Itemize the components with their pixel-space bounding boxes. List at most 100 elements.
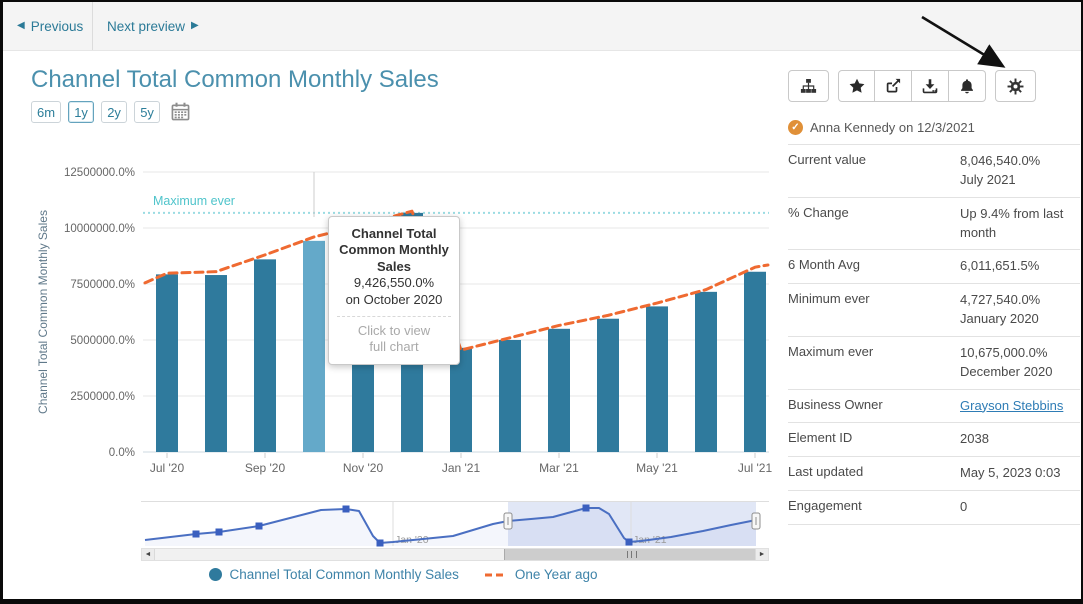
detail-value: 0 <box>960 498 1080 517</box>
detail-label: Business Owner <box>788 396 883 412</box>
navigator-marker <box>255 522 263 530</box>
lineage-button[interactable] <box>788 70 829 102</box>
range-button-5y[interactable]: 5y <box>134 101 161 123</box>
maximum-ever-label: Maximum ever <box>153 194 235 208</box>
bar-May 2021[interactable] <box>646 306 668 452</box>
detail-value-subtext: December 2020 <box>960 363 1053 379</box>
detail-row: Element ID 2038 <box>788 422 1080 456</box>
x-axis-tick-label: May '21 <box>636 461 678 475</box>
legend-label-sales: Channel Total Common Monthly Sales <box>229 567 459 582</box>
detail-row: Business Owner Grayson Stebbins <box>788 388 1080 423</box>
detail-label: Maximum ever <box>788 343 874 359</box>
previous-button[interactable]: ◀ Previous <box>3 2 97 50</box>
scrollbar-left-arrow[interactable]: ◄ <box>142 549 155 560</box>
x-axis-tick-label: Nov '20 <box>343 461 384 475</box>
navigator-chart[interactable]: Jan '20 Jan '21 <box>141 500 769 548</box>
detail-label: Last updated <box>788 464 864 480</box>
page-title: Channel Total Common Monthly Sales <box>31 66 439 93</box>
one-year-ago-line <box>143 209 770 352</box>
scrollbar-thumb[interactable] <box>504 549 757 560</box>
detail-label: % Change <box>788 204 849 220</box>
detail-value: 10,675,000.0% December 2020 <box>960 344 1080 382</box>
y-axis-tick-label: 2500000.0% <box>70 391 135 403</box>
range-button-6m[interactable]: 6m <box>31 101 62 123</box>
detail-value-text: 10,675,000.0% <box>960 344 1048 360</box>
detail-value: 2038 <box>960 430 1080 449</box>
navigator-marker <box>376 539 384 547</box>
sidebar: ✓ Anna Kennedy on 12/3/2021 Current valu… <box>788 70 1080 525</box>
bar-Nov 2020[interactable] <box>352 345 374 452</box>
bar-Jun 2021[interactable] <box>695 291 717 452</box>
download-icon <box>922 79 938 94</box>
range-button-2y[interactable]: 2y <box>101 101 128 123</box>
calendar-button[interactable] <box>171 102 190 122</box>
detail-label: Element ID <box>788 430 853 446</box>
bar-Feb 2021[interactable] <box>499 340 521 452</box>
detail-value: 4,727,540.0% January 2020 <box>960 291 1080 329</box>
detail-label: 6 Month Avg <box>788 257 861 273</box>
detail-row: Maximum ever 10,675,000.0% December 2020 <box>788 335 1080 389</box>
detail-value: 6,011,651.5% <box>960 257 1080 276</box>
x-axis-tick-label: Mar '21 <box>539 461 579 475</box>
bar-Jan 2021[interactable] <box>450 347 472 452</box>
navigator-area-fill <box>145 508 756 546</box>
download-button[interactable] <box>912 70 949 102</box>
next-arrow-icon: ▶ <box>191 20 199 31</box>
detail-value-subtext: July 2021 <box>960 171 1016 187</box>
settings-button[interactable] <box>995 70 1036 102</box>
sidebar-toolbar-group <box>838 70 986 102</box>
details-table: Current value 8,046,540.0% July 2021 % Chan… <box>788 144 1080 525</box>
x-axis-tick-label: Sep '20 <box>245 461 286 475</box>
bar-Jul 2020[interactable] <box>156 274 178 452</box>
bar-Jul 2021[interactable] <box>744 271 766 452</box>
certified-badge-icon: ✓ <box>788 120 803 135</box>
detail-value-text: 6,011,651.5% <box>960 258 1040 274</box>
detail-value-subtext: January 2020 <box>960 311 1039 327</box>
scrollbar-right-arrow[interactable]: ► <box>755 549 768 560</box>
detail-value-text: May 5, 2023 0:03 <box>960 465 1061 481</box>
detail-row: 6 Month Avg 6,011,651.5% <box>788 249 1080 283</box>
alert-button[interactable] <box>949 70 986 102</box>
y-axis-title: Channel Total Common Monthly Sales <box>36 210 50 414</box>
legend-item-sales[interactable]: Channel Total Common Monthly Sales <box>208 567 459 582</box>
next-preview-button[interactable]: Next preview ▶ <box>93 2 213 50</box>
y-axis-tick-label: 0.0% <box>109 447 135 459</box>
favorite-button[interactable] <box>838 70 875 102</box>
y-axis-tick-label: 12500000.0% <box>64 167 135 179</box>
range-button-1y[interactable]: 1y <box>68 101 95 123</box>
legend-item-one-year-ago[interactable]: One Year ago <box>484 567 598 582</box>
sitemap-icon <box>800 79 817 93</box>
bar-Oct 2020[interactable] <box>303 240 325 452</box>
detail-value: May 5, 2023 0:03 <box>960 464 1080 483</box>
legend-label-one-year-ago: One Year ago <box>514 567 598 582</box>
detail-value: 8,046,540.0% July 2021 <box>960 152 1080 190</box>
detail-label: Minimum ever <box>788 291 870 307</box>
time-range-selector: 6m 1y 2y 5y <box>31 101 190 123</box>
detail-row: % Change Up 9.4% from last month <box>788 196 1080 250</box>
bell-icon <box>961 79 973 94</box>
bar-Aug 2020[interactable] <box>205 275 227 452</box>
x-axis-tick-label: Jul '20 <box>150 461 185 475</box>
sidebar-toolbar <box>788 70 1080 102</box>
series-circle-icon <box>208 568 222 581</box>
detail-row: Last updated May 5, 2023 0:03 <box>788 456 1080 490</box>
scrollbar-grip-icon <box>626 551 637 558</box>
bar-Mar 2021[interactable] <box>548 328 570 452</box>
previous-arrow-icon: ◀ <box>17 20 25 31</box>
detail-value-text: 8,046,540.0% <box>960 153 1041 168</box>
chart-tooltip[interactable]: Channel Total Common Monthly Sales 9,426… <box>328 216 460 366</box>
navigator-marker <box>582 504 590 512</box>
tooltip-date: on October 2020 <box>345 291 443 307</box>
business-owner-link[interactable]: Grayson Stebbins <box>960 397 1064 413</box>
calendar-icon <box>171 102 190 121</box>
top-navigation-bar: ◀ Previous Next preview ▶ <box>3 2 1081 51</box>
x-axis-tick-label: Jan '21 <box>442 461 481 475</box>
topbar-separator <box>92 2 93 50</box>
tooltip-hint: Click to view full chart <box>357 322 431 355</box>
navigator-marker <box>625 538 633 546</box>
bar-Apr 2021[interactable] <box>597 318 619 452</box>
share-button[interactable] <box>875 70 912 102</box>
tooltip-value: 9,426,550.0% <box>353 274 435 290</box>
bar-Sep 2020[interactable] <box>254 259 276 452</box>
